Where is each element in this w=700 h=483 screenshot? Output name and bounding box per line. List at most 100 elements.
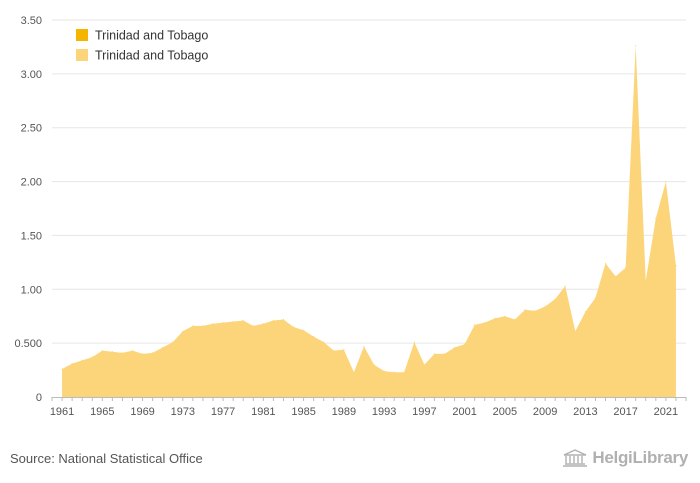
legend-swatch: [76, 29, 88, 41]
x-tick-label: 1993: [372, 406, 396, 418]
y-axis-labels: 0 0.500 1.00 1.50 2.00 2.50 3.00 3.50: [14, 15, 42, 404]
data-point: [594, 297, 597, 299]
data-point: [202, 325, 204, 327]
data-point: [242, 319, 244, 322]
data-point: [564, 285, 566, 287]
data-point: [474, 324, 476, 326]
data-point: [252, 325, 254, 327]
data-point: [272, 319, 274, 322]
y-tick-label: 3.00: [21, 69, 42, 81]
y-tick-label: 0: [36, 392, 42, 404]
library-building-icon: [563, 449, 588, 467]
legend-label: Trinidad and Tobago: [95, 49, 208, 63]
data-point: [574, 330, 576, 332]
data-point: [101, 350, 103, 352]
data-point: [554, 298, 556, 300]
x-tick-label: 1973: [171, 406, 195, 418]
data-point: [614, 275, 617, 277]
data-point: [141, 353, 144, 355]
x-tick-label: 1989: [332, 406, 356, 418]
data-point: [544, 305, 546, 308]
x-tick-label: 1985: [291, 406, 315, 418]
data-point: [665, 180, 667, 183]
data-point: [403, 371, 405, 373]
data-point: [484, 322, 486, 324]
data-point: [121, 352, 124, 354]
legend: Trinidad and Tobago Trinidad and Tobago: [76, 29, 208, 63]
y-tick-label: 3.50: [21, 15, 42, 27]
source-note: Source: National Statistical Office: [10, 451, 203, 466]
data-point: [443, 353, 446, 355]
x-tick-label: 2009: [533, 406, 557, 418]
x-tick-label: 1961: [50, 406, 74, 418]
data-point: [353, 371, 355, 373]
data-point: [675, 264, 677, 267]
y-tick-label: 2.50: [21, 123, 42, 135]
x-tick-label: 2013: [573, 406, 597, 418]
data-point: [232, 321, 234, 323]
data-point: [494, 317, 496, 319]
data-point: [262, 323, 264, 325]
data-point: [152, 352, 154, 354]
data-point: [393, 371, 395, 373]
data-point: [524, 309, 526, 311]
data-point: [323, 341, 325, 343]
brand-name: HelgiLibrary: [592, 448, 688, 467]
x-axis-labels: 1961 1965 1969 1973 1977 1981 1985 1989 1993 1997…: [50, 406, 678, 418]
x-tick-label: 1965: [90, 406, 114, 418]
data-point: [584, 311, 586, 313]
data-point: [333, 350, 335, 352]
x-tick-label: 1997: [412, 406, 436, 418]
data-point: [212, 323, 214, 325]
data-point: [71, 363, 73, 365]
data-point: [635, 45, 637, 47]
data-point: [292, 326, 295, 328]
data-point: [111, 351, 113, 353]
data-point: [373, 364, 375, 366]
data-point: [61, 368, 63, 370]
data-point: [343, 349, 345, 351]
y-tick-label: 2.00: [21, 177, 42, 189]
x-tick-label: 2017: [613, 406, 637, 418]
data-point: [222, 322, 224, 324]
x-tick-label: 1969: [130, 406, 154, 418]
data-point: [363, 345, 365, 347]
x-axis-ticks: [51, 397, 687, 401]
legend-label: Trinidad and Tobago: [95, 29, 208, 43]
data-point: [313, 336, 315, 338]
data-point: [645, 280, 647, 282]
series-area: [62, 45, 676, 397]
data-point: [81, 359, 83, 361]
data-point: [302, 329, 305, 331]
data-point: [91, 356, 93, 358]
data-point: [162, 346, 164, 349]
y-tick-label: 1.50: [21, 230, 42, 242]
x-tick-label: 1977: [211, 406, 235, 418]
gridlines: [52, 19, 686, 344]
legend-swatch: [76, 49, 88, 61]
data-point: [655, 217, 657, 219]
plot-area: [61, 45, 677, 397]
data-point: [464, 343, 466, 345]
data-point: [625, 267, 627, 269]
data-point: [192, 325, 194, 327]
brand-logo[interactable]: HelgiLibrary: [562, 448, 688, 468]
x-tick-label: 2021: [654, 406, 678, 418]
x-tick-label: 2001: [452, 406, 476, 418]
y-tick-label: 1.00: [21, 284, 42, 296]
data-point: [282, 318, 285, 321]
y-tick-label: 0.500: [14, 338, 42, 350]
data-point: [534, 310, 536, 312]
data-point: [433, 353, 436, 355]
data-point: [604, 262, 607, 265]
x-tick-label: 2005: [493, 406, 517, 418]
data-point: [514, 318, 516, 321]
data-point: [453, 346, 456, 349]
x-tick-label: 1981: [251, 406, 275, 418]
data-point: [413, 341, 415, 343]
data-point: [131, 350, 134, 352]
data-point: [504, 315, 506, 317]
data-point: [383, 370, 385, 372]
